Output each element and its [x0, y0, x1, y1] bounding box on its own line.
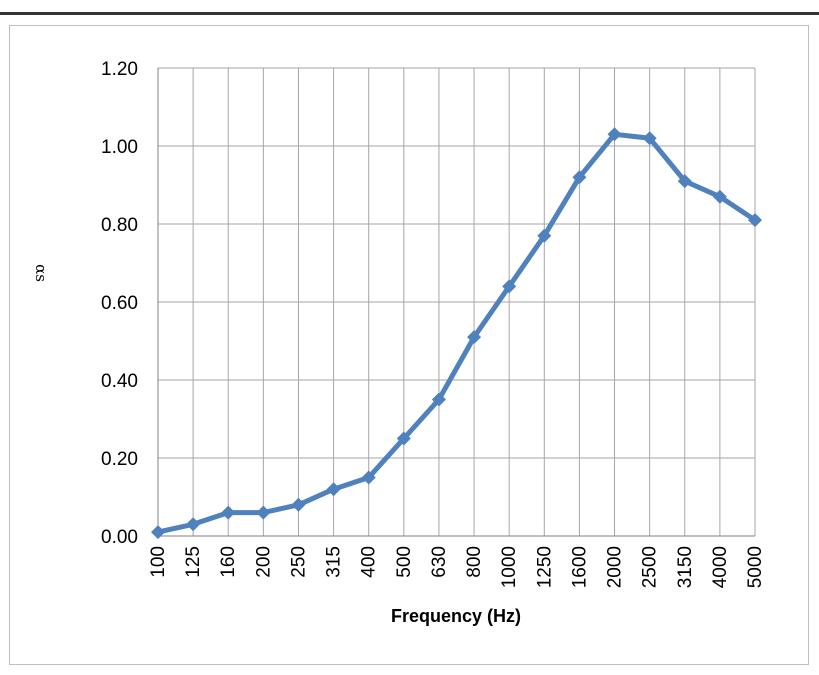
y-tick-label: 1.20 — [101, 59, 138, 80]
top-rule — [0, 12, 819, 15]
data-point-marker — [361, 470, 376, 485]
x-tick-label: 315 — [324, 546, 345, 578]
x-tick-label: 3150 — [675, 546, 696, 588]
x-tick-label: 200 — [253, 546, 274, 578]
x-tick-label: 2500 — [640, 546, 661, 588]
y-tick-label: 0.20 — [101, 449, 138, 470]
data-point-marker — [431, 392, 446, 407]
data-point-marker — [607, 127, 622, 142]
data-point-marker — [467, 330, 482, 345]
x-tick-label: 400 — [359, 546, 380, 578]
y-tick-label: 1.00 — [101, 137, 138, 158]
x-axis-title: Frequency (Hz) — [391, 606, 521, 626]
x-tick-label: 160 — [218, 546, 239, 578]
data-point-marker — [677, 174, 692, 189]
x-tick-label: 2000 — [605, 546, 626, 588]
data-point-marker — [186, 517, 201, 532]
data-point-marker — [572, 170, 587, 185]
y-tick-label: 0.60 — [101, 293, 138, 314]
data-point-marker — [396, 431, 411, 446]
y-tick-labels: 0.00 0.20 0.40 0.60 0.80 1.00 1.20 — [101, 59, 138, 548]
data-point-marker — [326, 482, 341, 497]
series-group — [151, 127, 762, 540]
y-axis-title: αs — [32, 264, 50, 282]
x-tick-label: 5000 — [745, 546, 766, 588]
x-tick-label: 800 — [464, 546, 485, 578]
y-tick-label: 0.00 — [101, 527, 138, 548]
data-point-marker — [291, 497, 306, 512]
grid-lines — [157, 67, 756, 537]
data-point-marker — [502, 279, 517, 294]
x-tick-labels: 100 125 160 200 250 315 400 500 630 800 1000 1250 16… — [148, 546, 766, 588]
y-tick-label: 0.40 — [101, 371, 138, 392]
chart-frame — [9, 25, 809, 665]
data-point-marker — [712, 189, 727, 204]
y-tick-label: 0.80 — [101, 215, 138, 236]
x-tick-label: 1600 — [569, 546, 590, 588]
x-tick-label: 100 — [148, 546, 169, 578]
data-point-marker — [221, 505, 236, 520]
data-point-marker — [256, 505, 271, 520]
x-tick-label: 500 — [394, 546, 415, 578]
x-tick-label: 1000 — [499, 546, 520, 588]
data-point-marker — [537, 228, 552, 243]
data-point-marker — [748, 213, 762, 228]
series-line — [157, 131, 757, 535]
x-tick-label: 4000 — [710, 546, 731, 588]
data-point-marker — [642, 131, 657, 146]
x-tick-label: 1250 — [534, 546, 555, 588]
x-tick-label: 630 — [429, 546, 450, 578]
data-point-marker — [151, 525, 165, 540]
x-tick-label: 125 — [183, 546, 204, 578]
x-tick-label: 250 — [288, 546, 309, 578]
